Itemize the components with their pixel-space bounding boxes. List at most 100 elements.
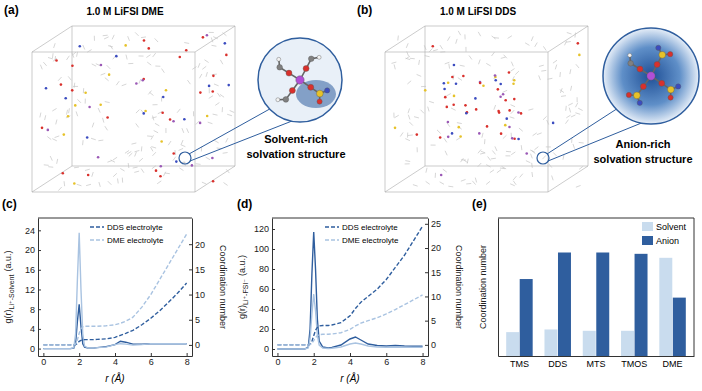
solvent-molecule: [136, 123, 139, 127]
box-edge: [195, 166, 235, 192]
solvent-molecule: [182, 128, 184, 133]
solvent-molecule: [515, 71, 519, 74]
box-edge: [72, 166, 235, 167]
solvent-molecule: [44, 164, 49, 165]
solvent-molecule: [141, 169, 144, 173]
solvent-molecule: [413, 185, 418, 187]
box-edge: [32, 192, 195, 193]
solvent-molecule: [83, 45, 85, 50]
solvent-molecule: [460, 65, 465, 66]
solvent-molecule: [52, 139, 56, 141]
tick-mark: [272, 349, 275, 350]
tick-mark: [189, 345, 192, 346]
tick: 25: [425, 219, 441, 229]
solvent-molecule: [479, 60, 481, 65]
solvent-molecule: [513, 176, 516, 180]
tick-label: 8: [30, 305, 35, 315]
solvent-molecule: [157, 181, 161, 184]
ion-atom: [431, 45, 434, 48]
ion-atom: [497, 88, 500, 91]
solvent-molecule: [448, 186, 453, 188]
solvent-molecule: [547, 78, 552, 80]
solvent-molecule: [152, 166, 156, 169]
tick-label: 120: [254, 224, 269, 234]
solvent-molecule: [204, 60, 208, 63]
atom: [637, 66, 643, 72]
solvent-molecule: [407, 51, 409, 56]
solvent-molecule: [458, 78, 462, 81]
tick-label: 0: [30, 344, 35, 354]
solvent-molecule: [128, 163, 130, 168]
tick-label: 80: [259, 264, 269, 274]
tick: 40: [259, 304, 275, 314]
tick-label: 40: [259, 304, 269, 314]
solvent-molecule: [77, 184, 82, 186]
solvent-molecule: [406, 56, 410, 59]
ion-atom: [147, 47, 150, 50]
ion-atom: [443, 82, 446, 85]
ion-atom: [169, 118, 172, 121]
panel-label: (a): [4, 3, 19, 17]
solvent-molecule: [103, 118, 104, 123]
atom: [276, 98, 280, 102]
ion-atom: [199, 91, 202, 94]
diagram-title: 1.0 M LiFSI DDS: [440, 6, 516, 17]
ion-atom: [464, 104, 467, 107]
panel-label: (b): [357, 3, 372, 17]
y2-axis-title: Coordination number: [218, 245, 228, 329]
tick: 80: [259, 264, 275, 274]
solvent-molecule: [567, 32, 572, 34]
ion-atom: [478, 132, 481, 135]
axis-line: [428, 219, 429, 357]
solvent-molecule: [426, 168, 427, 173]
ion-atom: [455, 82, 458, 85]
solvent-molecule: [503, 135, 507, 138]
solvent-molecule: [494, 75, 497, 79]
ion-atom: [511, 137, 514, 140]
tick-mark: [189, 244, 192, 245]
frame-right: [694, 218, 695, 356]
solvent-molecule: [425, 56, 430, 57]
solvent-molecule: [141, 146, 143, 151]
solvent-molecule: [486, 181, 490, 184]
tick-label: 5: [431, 316, 436, 326]
diagram-panel: (b)1.0 M LiFSI DDSAnion-richsolvation st…: [357, 3, 699, 192]
solvent-molecule: [150, 92, 154, 95]
solvent-molecule: [85, 169, 90, 170]
ion-atom: [41, 127, 44, 130]
tick-label: 10: [431, 292, 441, 302]
solvent-molecule: [537, 133, 542, 135]
bar: [596, 253, 609, 357]
ion-atom: [513, 79, 516, 82]
tick-label: 0: [264, 344, 269, 354]
solvent-molecule: [230, 110, 235, 112]
solvent-molecule: [431, 145, 436, 146]
solvation-cluster: [276, 55, 330, 104]
solvent-molecule: [394, 64, 395, 69]
solvent-molecule: [226, 169, 229, 173]
ion-atom: [462, 75, 465, 78]
ion-atom: [443, 88, 446, 91]
y-axis-title-sub: Li⁺-FSI⁻: [242, 279, 249, 305]
tick-mark: [425, 321, 428, 322]
solvent-molecule: [214, 84, 219, 86]
plot-area: [43, 233, 186, 349]
legend: DDS electrolyteDME electrolyte: [90, 223, 164, 245]
tick: 8: [185, 353, 190, 367]
ion-atom: [497, 110, 500, 113]
solvent-molecule: [486, 165, 490, 167]
ion-atom: [520, 112, 523, 115]
solvent-molecule: [98, 140, 103, 142]
tick: 5: [189, 315, 200, 325]
tick-label: 0: [195, 340, 200, 350]
zoom-circle: [258, 38, 342, 122]
ion-atom: [505, 117, 508, 120]
tick: 0: [425, 340, 436, 350]
bar: [544, 329, 557, 356]
tick: TMS: [510, 356, 529, 369]
tick-mark: [189, 295, 192, 296]
atom: [317, 55, 321, 59]
solvent-molecule: [223, 152, 228, 154]
atom: [628, 53, 632, 57]
atom: [277, 57, 281, 61]
